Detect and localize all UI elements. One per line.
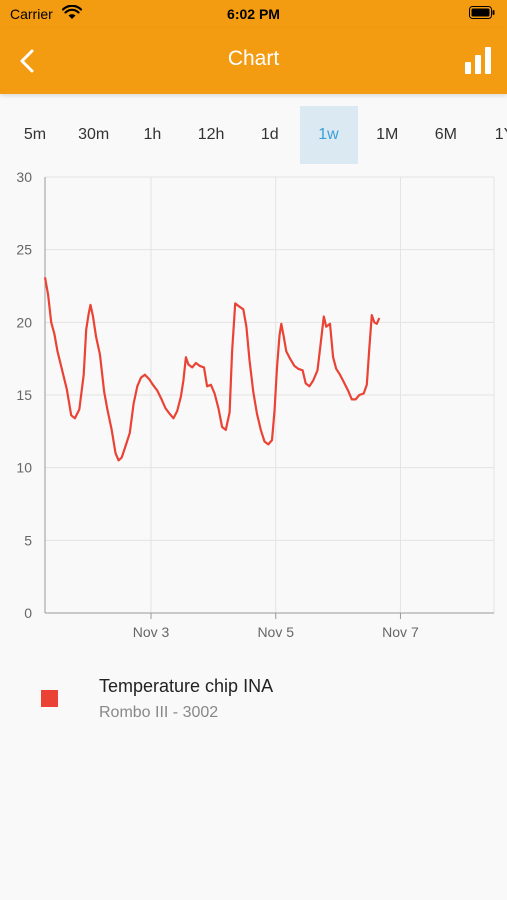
y-tick-label: 25 [16,242,32,258]
time-range-tabs: 5m 30m 1h 12h 1d 1w 1M 6M 1Y [0,94,507,174]
y-tick-label: 30 [16,170,32,185]
back-chevron-icon[interactable] [12,44,46,78]
x-tick-label: Nov 3 [133,624,170,640]
range-tab-6m[interactable]: 6M [434,126,457,143]
legend-series-name: Temperature chip INA [99,676,274,696]
battery-icon [469,6,495,19]
carrier-label: Carrier [10,6,53,22]
range-tab-1d[interactable]: 1d [260,126,279,143]
bar-chart-icon[interactable] [463,45,493,75]
chart-legend: Temperature chip INA Rombo III - 3002 [0,670,507,740]
series-line-temperature [43,277,381,462]
range-tab-1m[interactable]: 1M [376,126,399,143]
clock-time: 6:02 PM [227,6,280,22]
y-tick-label: 15 [16,387,32,403]
y-tick-label: 0 [24,605,32,621]
status-bar: Carrier 6:02 PM [0,0,507,28]
legend-swatch [41,690,58,707]
navigation-bar: Chart [0,28,507,94]
y-tick-label: 10 [16,460,32,476]
page-title: Chart [227,47,280,70]
x-tick-label: Nov 5 [257,624,294,640]
x-tick-label: Nov 7 [382,624,419,640]
range-tab-12h[interactable]: 12h [197,126,225,143]
range-tab-1h[interactable]: 1h [143,126,162,143]
y-tick-label: 20 [16,314,32,330]
range-tab-1y[interactable]: 1Y [494,126,507,143]
temperature-chart: 0 5 10 15 20 25 30 Nov 3 Nov 5 Nov 7 [16,170,495,640]
range-tab-5m[interactable]: 5m [23,126,47,143]
range-tab-1w[interactable]: 1w [299,106,358,164]
range-tab-30m[interactable]: 30m [78,126,110,143]
y-tick-label: 5 [24,532,32,548]
legend-device-name: Rombo III - 3002 [99,704,219,721]
wifi-icon [62,5,82,19]
